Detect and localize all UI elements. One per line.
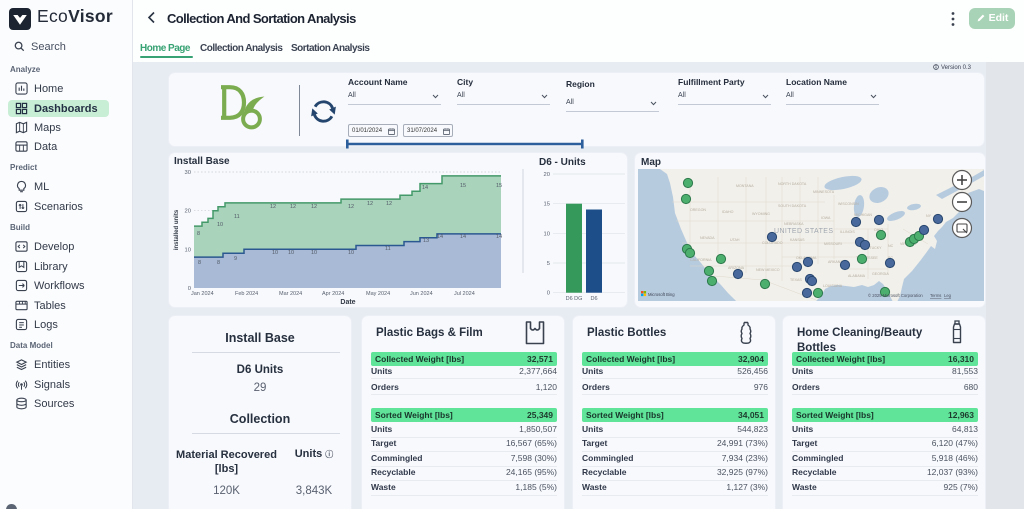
svg-text:8: 8	[197, 231, 200, 237]
svg-text:10: 10	[185, 247, 191, 253]
svg-text:D6: D6	[590, 296, 597, 302]
svg-text:NEW MEXICO: NEW MEXICO	[756, 268, 780, 272]
svg-text:IOWA: IOWA	[821, 216, 831, 220]
svg-text:Leg: Leg	[944, 293, 952, 298]
svg-text:10: 10	[217, 222, 223, 228]
svg-text:May 2024: May 2024	[366, 291, 390, 297]
svg-text:ILLINOIS: ILLINOIS	[840, 230, 855, 234]
svg-text:12: 12	[311, 204, 317, 210]
svg-text:OREGON: OREGON	[690, 208, 706, 212]
svg-text:© 2025 Microsoft Corporation: © 2025 Microsoft Corporation	[868, 293, 923, 298]
svg-text:MICHIGAN: MICHIGAN	[854, 213, 872, 217]
svg-text:12: 12	[270, 204, 276, 210]
svg-text:UNITED STATES: UNITED STATES	[774, 228, 833, 235]
svg-text:8: 8	[198, 260, 201, 266]
svg-text:installed units: installed units	[174, 209, 180, 250]
svg-text:ARIZONA: ARIZONA	[728, 266, 745, 270]
svg-text:11: 11	[385, 246, 391, 252]
svg-text:UTAH: UTAH	[730, 238, 740, 242]
svg-text:D6 - Units: D6 - Units	[539, 157, 586, 168]
svg-text:20: 20	[544, 172, 550, 178]
svg-text:9: 9	[234, 256, 237, 262]
svg-text:Apr 2024: Apr 2024	[322, 291, 344, 297]
svg-text:10: 10	[272, 250, 278, 256]
svg-text:MONTANA: MONTANA	[736, 184, 754, 188]
svg-text:8: 8	[217, 260, 220, 266]
svg-text:D6 DG: D6 DG	[566, 296, 583, 302]
svg-text:12: 12	[367, 201, 373, 207]
svg-text:OHIO: OHIO	[874, 228, 883, 232]
svg-text:IDAHO: IDAHO	[722, 210, 734, 214]
svg-text:12: 12	[386, 201, 392, 207]
svg-text:13: 13	[423, 238, 429, 244]
svg-text:10: 10	[544, 231, 550, 237]
svg-text:14: 14	[437, 234, 443, 240]
svg-text:12: 12	[348, 204, 354, 210]
svg-text:LOUISIANA: LOUISIANA	[823, 284, 843, 288]
svg-text:MISSOURI: MISSOURI	[824, 242, 842, 246]
svg-text:GEORGIA: GEORGIA	[872, 272, 889, 276]
svg-text:10: 10	[288, 250, 294, 256]
svg-text:NC: NC	[888, 244, 894, 248]
svg-text:20: 20	[185, 209, 191, 215]
svg-text:TEXAS: TEXAS	[790, 278, 802, 282]
svg-text:Jun 2024: Jun 2024	[410, 291, 433, 297]
svg-text:Jan 2024: Jan 2024	[191, 291, 214, 297]
svg-text:14: 14	[496, 234, 502, 240]
svg-text:11: 11	[234, 214, 240, 220]
svg-text:10: 10	[311, 250, 317, 256]
svg-text:NY: NY	[926, 214, 932, 218]
svg-text:TENNESSEE: TENNESSEE	[856, 256, 878, 260]
svg-text:WYOMING: WYOMING	[752, 212, 770, 216]
svg-text:CALIFORNIA: CALIFORNIA	[690, 258, 712, 262]
svg-text:KENTUCKY: KENTUCKY	[862, 246, 882, 250]
svg-text:15: 15	[460, 183, 466, 189]
svg-text:12: 12	[290, 204, 296, 210]
svg-text:10: 10	[348, 250, 354, 256]
svg-text:15: 15	[544, 202, 550, 208]
svg-text:COLORADO: COLORADO	[762, 241, 783, 245]
svg-text:KANSAS: KANSAS	[790, 238, 805, 242]
svg-text:14: 14	[422, 185, 428, 191]
svg-text:NEBRASKA: NEBRASKA	[784, 222, 804, 226]
svg-text:Microsoft Bing: Microsoft Bing	[648, 292, 675, 297]
svg-text:NEVADA: NEVADA	[700, 236, 715, 240]
svg-text:MINNESOTA: MINNESOTA	[813, 190, 835, 194]
svg-text:WISCONSIN: WISCONSIN	[838, 202, 859, 206]
svg-text:Terms: Terms	[930, 293, 941, 298]
svg-text:Feb 2024: Feb 2024	[235, 291, 258, 297]
svg-text:Install Base: Install Base	[174, 156, 230, 167]
svg-text:ARKANSAS: ARKANSAS	[828, 260, 848, 264]
svg-text:Mar 2024: Mar 2024	[279, 291, 302, 297]
svg-text:Jul 2024: Jul 2024	[454, 291, 475, 297]
svg-text:Date: Date	[340, 299, 355, 306]
svg-text:0: 0	[547, 291, 550, 297]
svg-text:0: 0	[188, 286, 191, 292]
svg-text:SOUTH DAKOTA: SOUTH DAKOTA	[778, 204, 807, 208]
svg-text:ALABAMA: ALABAMA	[848, 274, 866, 278]
svg-text:30: 30	[185, 170, 191, 176]
svg-text:NORTH DAKOTA: NORTH DAKOTA	[778, 182, 807, 186]
svg-text:14: 14	[460, 234, 466, 240]
svg-text:5: 5	[547, 261, 550, 267]
svg-text:15: 15	[496, 183, 502, 189]
